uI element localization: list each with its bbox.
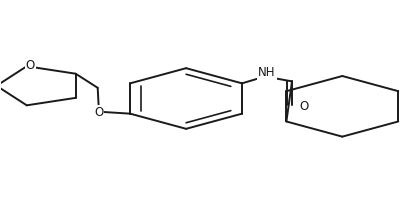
Text: NH: NH (258, 66, 276, 79)
Text: O: O (25, 59, 35, 72)
Text: O: O (94, 106, 104, 119)
Text: O: O (299, 100, 308, 113)
